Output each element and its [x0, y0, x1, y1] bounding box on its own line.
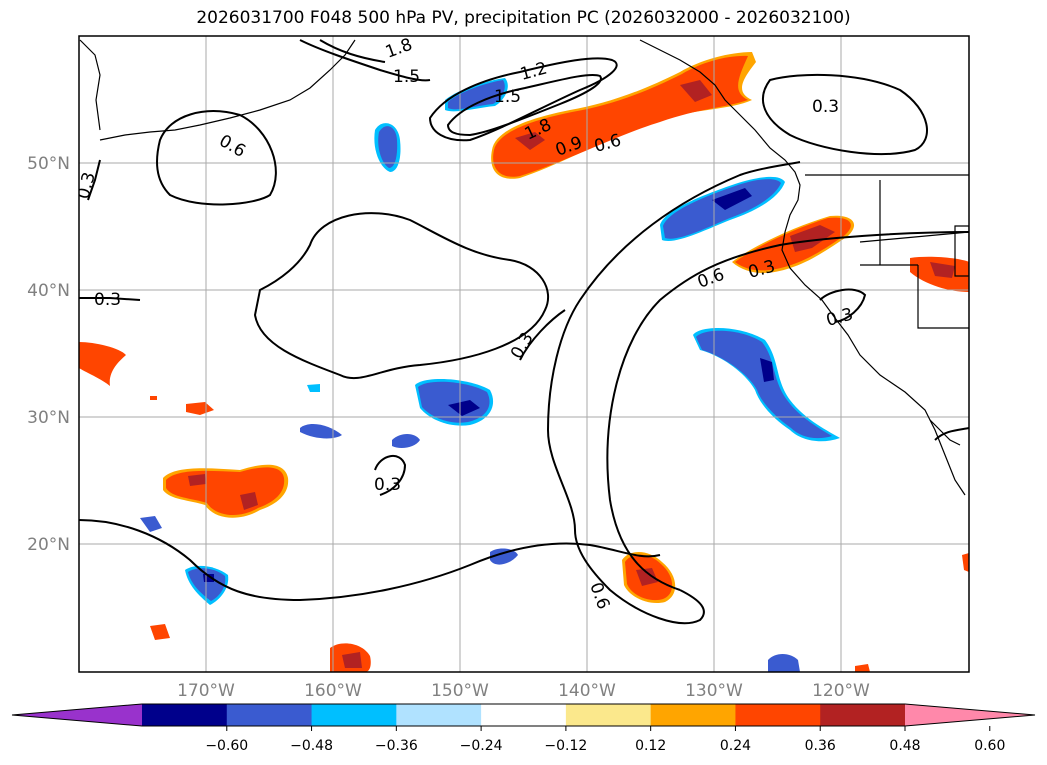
lon-label: 140°W: [558, 681, 616, 701]
colorbar-outline: [11, 703, 1036, 727]
colorbar-bin: [481, 704, 567, 726]
lat-label: 30°N: [27, 408, 70, 428]
pv-label: 0.3: [374, 475, 401, 495]
pv-label: 0.3: [812, 97, 839, 117]
colorbar-tick-label: −0.12: [544, 738, 587, 754]
pv-label: 0.3: [94, 290, 121, 310]
graticule: [79, 36, 969, 672]
colorbar-bin: [142, 704, 228, 726]
lat-label: 40°N: [27, 281, 70, 301]
lat-label: 20°N: [27, 535, 70, 555]
pv-label: 1.5: [494, 87, 521, 107]
coastlines: [79, 39, 969, 496]
figure-title: 2026031700 F048 500 hPa PV, precipitatio…: [196, 8, 851, 28]
lon-label: 130°W: [685, 681, 743, 701]
colorbar-bin: [735, 704, 821, 726]
colorbar-tick-label: 0.12: [635, 738, 666, 754]
map-frame: [78, 35, 970, 673]
lon-label: 160°W: [304, 681, 362, 701]
colorbar-bin: [396, 704, 482, 726]
colorbar-tick-label: −0.24: [460, 738, 503, 754]
colorbar-tick-label: 0.36: [805, 738, 836, 754]
precip-positive: [79, 52, 969, 672]
colorbar-tick-label: −0.48: [290, 738, 333, 754]
colorbar-tick-label: 0.48: [889, 738, 920, 754]
colorbar-tick-label: 0.60: [974, 738, 1005, 754]
colorbar: [11, 703, 1036, 731]
colorbar-bin: [650, 704, 736, 726]
colorbar-bin: [820, 704, 906, 726]
colorbar-bin: [226, 704, 313, 726]
lon-label: 150°W: [431, 681, 489, 701]
colorbar-extend-min: [12, 704, 142, 726]
precip-negative: [140, 78, 840, 672]
pv-contours: [79, 39, 969, 625]
lon-labels: 170°W 160°W 150°W 140°W 130°W 120°W: [177, 681, 870, 701]
colorbar-tick-labels: −0.60 −0.48 −0.36 −0.24 −0.12 0.12 0.24 …: [205, 738, 1005, 754]
lon-label: 120°W: [812, 681, 870, 701]
colorbar-tick-label: −0.36: [375, 738, 418, 754]
colorbar-tick-label: −0.60: [205, 738, 248, 754]
colorbar-bin: [565, 704, 652, 726]
lat-labels: 50°N 40°N 30°N 20°N: [27, 154, 70, 555]
colorbar-tick-label: 0.24: [720, 738, 751, 754]
lon-label: 170°W: [177, 681, 235, 701]
colorbar-extend-max: [905, 704, 1035, 726]
lat-label: 50°N: [27, 154, 70, 174]
colorbar-bin: [311, 704, 397, 726]
pv-label: 1.5: [393, 67, 420, 87]
pv-label: 0.3: [74, 170, 100, 201]
